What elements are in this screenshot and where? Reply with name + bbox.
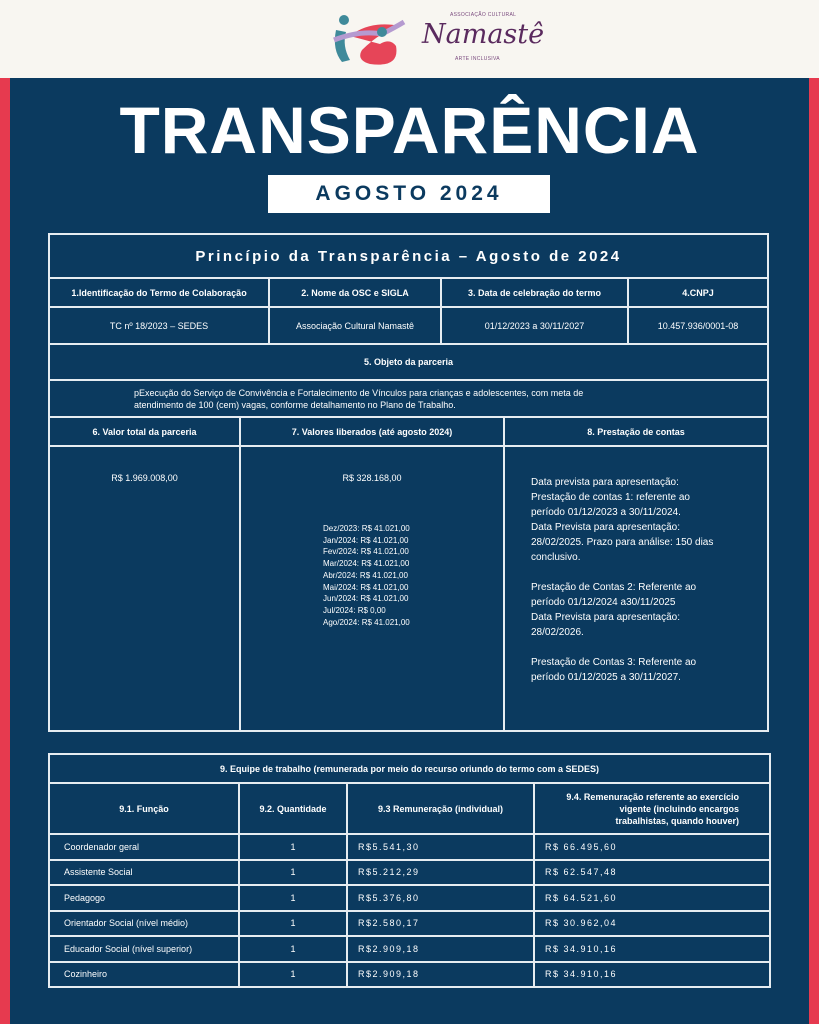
logo-figure-icon: [333, 15, 406, 65]
monthly-item: Mai/2024: R$ 41.021,00: [323, 582, 409, 592]
prestacao-line: conclusivo.: [531, 552, 581, 563]
value-cell: Associação Cultural Namastê: [268, 306, 442, 345]
remuneracao-cell: R$5.376,80: [346, 884, 535, 912]
page-subtitle: AGOSTO 2024: [268, 175, 550, 213]
monthly-list: Dez/2023: R$ 41.021,00 Jan/2024: R$ 41.02…: [245, 523, 499, 628]
funcao-cell: Orientador Social (nível médio): [48, 909, 240, 937]
remuneracao-cell: R$5.541,30: [346, 833, 535, 861]
prestacao-line: Data Prevista para apresentação:: [531, 522, 680, 533]
funcao-cell: Pedagogo: [48, 884, 240, 912]
header-cell: 4.CNPJ: [626, 277, 770, 308]
header-cell: 9.4. Remenuração referente ao exercício …: [532, 782, 772, 835]
remuneracao-cell: R$2.580,17: [346, 909, 535, 937]
valores-liberados-total: R$ 328.168,00: [342, 473, 402, 483]
objeto-header: 5. Objeto da parceria: [47, 343, 770, 381]
table-row: Orientador Social (nível médio) 1 R$2.580,…: [48, 909, 772, 937]
team-table: 9. Equipe de trabalho (remunerada por me…: [47, 753, 772, 988]
table-row: Assistente Social 1 R$5.212,29 R$ 62.547,48: [48, 858, 772, 886]
objeto-text: pExecução do Serviço de Convivência e Fo…: [47, 379, 770, 418]
header-cell: 9.3 Remuneração (individual): [346, 782, 535, 835]
prestacao-line: Data Prevista para apresentação:: [531, 612, 680, 623]
quantidade-cell: 1: [238, 858, 348, 886]
header-band: ASSOCIAÇÃO CULTURAL Namastê ARTE INCLUSI…: [0, 0, 819, 78]
header-cell: 9.1. Função: [48, 782, 240, 835]
namaste-logo: ASSOCIAÇÃO CULTURAL Namastê ARTE INCLUSI…: [330, 10, 544, 70]
value-cell: 01/12/2023 a 30/11/2027: [440, 306, 629, 345]
page-title: TRANSPARÊNCIA: [119, 93, 700, 167]
funcao-cell: Educador Social (nível superior): [48, 935, 240, 963]
team-title: 9. Equipe de trabalho (remunerada por me…: [47, 753, 772, 784]
remuneracao-anual-cell: R$ 66.495,60: [532, 833, 772, 861]
header-cell: 9.2. Quantidade: [238, 782, 348, 835]
monthly-item: Jul/2024: R$ 0,00: [323, 605, 386, 615]
prestacao-line: Prestação de contas 1: referente ao: [531, 492, 690, 503]
monthly-item: Fev/2024: R$ 41.021,00: [323, 547, 409, 557]
quantidade-cell: 1: [238, 884, 348, 912]
table-row: Cozinheiro 1 R$2.909,18 R$ 34.910,16: [48, 960, 772, 988]
table-row: Pedagogo 1 R$5.376,80 R$ 64.521,60: [48, 884, 772, 912]
monthly-item: Abr/2024: R$ 41.021,00: [323, 570, 408, 580]
header-cell: 8. Prestação de contas: [502, 416, 770, 447]
remuneracao-cell: R$2.909,18: [346, 935, 535, 963]
header-cell: 3. Data de celebração do termo: [440, 277, 629, 308]
quantidade-cell: 1: [238, 935, 348, 963]
value-cell: TC nº 18/2023 – SEDES: [48, 306, 270, 345]
valor-total: R$ 1.969.008,00: [48, 445, 241, 732]
prestacao-line: Data prevista para apresentação:: [531, 477, 679, 488]
logo-tagline-top: ASSOCIAÇÃO CULTURAL: [450, 12, 517, 18]
left-accent-strip: [0, 78, 10, 1024]
prestacao-line: período 01/12/2025 a 30/11/2027.: [531, 672, 681, 683]
prestacao-line: Prestação de Contas 3: Referente ao: [531, 657, 697, 668]
table-title: Princípio da Transparência – Agosto de 2…: [47, 233, 770, 279]
table-row: Coordenador geral 1 R$5.541,30 R$ 66.495,60: [48, 833, 772, 861]
logo-name: Namastê: [422, 19, 545, 50]
quantidade-cell: 1: [238, 960, 348, 988]
remuneracao-anual-cell: R$ 64.521,60: [532, 884, 772, 912]
monthly-item: Dez/2023: R$ 41.021,00: [323, 524, 410, 533]
remuneracao-cell: R$2.909,18: [346, 960, 535, 988]
header-cell: 7. Valores liberados (até agosto 2024): [239, 416, 505, 447]
prestacao-line: Prestação de Contas 2: Referente ao: [531, 582, 697, 593]
prestacao-line: período 01/12/2023 a 30/11/2024.: [531, 507, 681, 518]
header-cell: 2. Nome da OSC e SIGLA: [268, 277, 442, 308]
remuneracao-cell: R$5.212,29: [346, 858, 535, 886]
prestacao-line: 28/02/2025. Prazo para análise: 150 dias: [531, 537, 714, 548]
prestacao-line: [531, 640, 757, 655]
prestacao-contas: Data prevista para apresentação: Prestaçã…: [502, 445, 770, 732]
monthly-item: Jan/2024: R$ 41.021,00: [323, 535, 409, 545]
remuneracao-anual-cell: R$ 34.910,16: [532, 935, 772, 963]
monthly-item: Jun/2024: R$ 41.021,00: [323, 594, 409, 604]
funcao-cell: Cozinheiro: [48, 960, 240, 988]
remuneracao-anual-cell: R$ 62.547,48: [532, 858, 772, 886]
remuneracao-anual-cell: R$ 34.910,16: [532, 960, 772, 988]
right-accent-strip: [809, 78, 819, 1024]
funcao-cell: Assistente Social: [48, 858, 240, 886]
transparency-table: Princípio da Transparência – Agosto de 2…: [47, 233, 770, 732]
remuneracao-anual-cell: R$ 30.962,04: [532, 909, 772, 937]
prestacao-line: [531, 565, 757, 580]
quantidade-cell: 1: [238, 909, 348, 937]
prestacao-line: 28/02/2026.: [531, 627, 584, 638]
funcao-cell: Coordenador geral: [48, 833, 240, 861]
logo-tagline-bottom: ARTE INCLUSIVA: [455, 56, 500, 62]
header-cell: 1.Identificação do Termo de Colaboração: [48, 277, 270, 308]
valores-liberados-cell: R$ 328.168,00 Dez/2023: R$ 41.021,00 Jan/…: [239, 445, 505, 732]
header-cell: 6. Valor total da parceria: [48, 416, 241, 447]
monthly-item: Mar/2024: R$ 41.021,00: [323, 559, 410, 569]
prestacao-line: período 01/12/2024 a30/11/2025: [531, 597, 676, 608]
quantidade-cell: 1: [238, 833, 348, 861]
table-row: Educador Social (nível superior) 1 R$2.909…: [48, 935, 772, 963]
monthly-item: Ago/2024: R$ 41.021,00: [323, 617, 410, 627]
value-cell: 10.457.936/0001-08: [626, 306, 770, 345]
